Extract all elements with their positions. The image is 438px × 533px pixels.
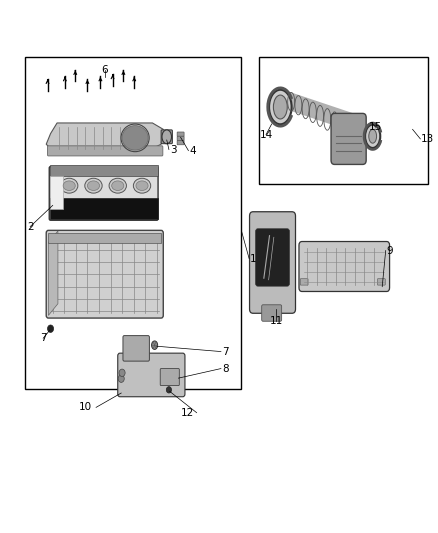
FancyBboxPatch shape	[331, 114, 366, 165]
FancyBboxPatch shape	[378, 279, 385, 285]
FancyBboxPatch shape	[123, 336, 149, 361]
Ellipse shape	[273, 95, 287, 119]
Text: 14: 14	[259, 130, 272, 140]
Text: 10: 10	[79, 402, 92, 413]
Text: 1: 1	[250, 254, 257, 263]
Text: 2: 2	[28, 222, 34, 232]
Ellipse shape	[365, 125, 380, 148]
Bar	[49, 176, 63, 209]
Polygon shape	[46, 123, 163, 151]
Text: 12: 12	[180, 408, 194, 418]
Ellipse shape	[152, 341, 158, 350]
FancyBboxPatch shape	[177, 141, 184, 145]
Text: 11: 11	[269, 316, 283, 326]
Ellipse shape	[136, 181, 148, 190]
Bar	[48, 233, 161, 243]
Ellipse shape	[133, 178, 151, 193]
Ellipse shape	[63, 181, 75, 190]
Text: 13: 13	[421, 134, 434, 144]
Ellipse shape	[88, 181, 99, 190]
FancyBboxPatch shape	[160, 368, 179, 385]
Circle shape	[47, 325, 53, 333]
Polygon shape	[290, 92, 358, 134]
Text: 7: 7	[222, 346, 229, 357]
FancyBboxPatch shape	[177, 136, 184, 141]
Ellipse shape	[162, 130, 172, 144]
FancyBboxPatch shape	[261, 305, 282, 321]
Text: 9: 9	[387, 246, 393, 255]
FancyBboxPatch shape	[46, 230, 163, 318]
Ellipse shape	[269, 90, 292, 124]
Circle shape	[119, 369, 125, 376]
FancyBboxPatch shape	[49, 166, 158, 220]
Ellipse shape	[369, 130, 377, 143]
Bar	[25, 56, 241, 389]
Ellipse shape	[109, 178, 127, 193]
Polygon shape	[48, 231, 58, 316]
Circle shape	[166, 386, 172, 393]
FancyBboxPatch shape	[118, 353, 185, 397]
Ellipse shape	[122, 126, 148, 150]
Text: 4: 4	[189, 146, 196, 156]
Ellipse shape	[112, 181, 124, 190]
Text: 8: 8	[222, 364, 229, 374]
Ellipse shape	[85, 178, 102, 193]
Text: 7: 7	[41, 333, 47, 343]
Text: 3: 3	[170, 144, 177, 155]
FancyBboxPatch shape	[250, 212, 296, 313]
Bar	[49, 165, 158, 176]
Circle shape	[118, 375, 124, 382]
FancyBboxPatch shape	[256, 229, 290, 286]
Bar	[49, 198, 158, 219]
FancyBboxPatch shape	[177, 132, 184, 136]
FancyBboxPatch shape	[161, 130, 173, 144]
Bar	[259, 56, 428, 184]
FancyBboxPatch shape	[299, 241, 389, 292]
Text: 6: 6	[102, 65, 108, 75]
Ellipse shape	[60, 178, 78, 193]
FancyBboxPatch shape	[47, 146, 163, 156]
FancyBboxPatch shape	[300, 279, 308, 285]
Text: 15: 15	[369, 122, 382, 132]
